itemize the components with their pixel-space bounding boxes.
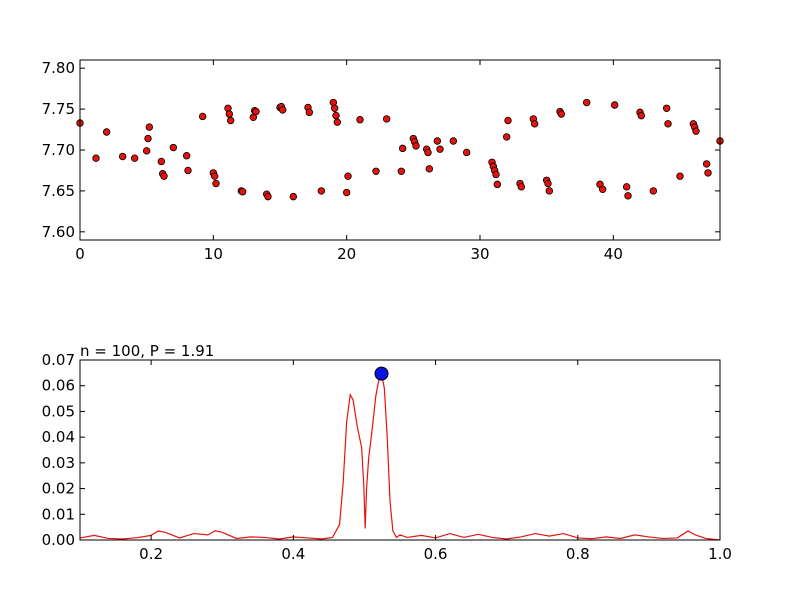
scatter-point [305,108,314,117]
scatter-point [664,120,672,128]
scatter-plot-frame [79,59,721,241]
scatter-point [398,144,407,153]
scatter-plot: 0 10 20 30 40 7.60 7.65 7.70 7.75 7.80 [42,59,724,263]
periodogram-y-tick-label: 0.07 [42,351,75,369]
scatter-point [397,167,406,175]
scatter-point [278,106,287,114]
scatter-point [145,123,154,131]
scatter-point [662,104,671,112]
scatter-point [504,116,512,125]
scatter-point [289,192,298,201]
scatter-point [557,110,566,118]
scatter-points [76,98,724,201]
scatter-point [530,120,539,128]
scatter-point [317,187,326,195]
scatter-y-tick-label: 7.80 [42,59,75,77]
scatter-point [502,133,511,141]
scatter-y-tick-label: 7.70 [42,141,75,159]
periodogram-plot: n = 100, P = 1.91 0.2 0.4 0.6 0.8 1.0 0.00 0.0… [42,342,732,563]
scatter-point [624,192,632,200]
scatter-point [344,172,352,180]
scatter-point [264,192,272,201]
periodogram-y-tick-label: 0.03 [42,454,75,472]
scatter-point [637,111,646,120]
scatter-y-tick-label: 7.60 [42,223,75,241]
scatter-point [238,188,247,196]
scatter-point [210,172,219,180]
periodogram-peak-marker [374,366,389,381]
scatter-point [330,104,339,112]
scatter-point [433,137,442,145]
scatter-y-tick-label: 7.75 [42,100,75,118]
scatter-point [649,187,658,195]
periodogram-x-tick-label: 0.8 [566,545,590,563]
scatter-point [252,107,260,116]
scatter-point [226,116,235,125]
scatter-point [598,185,607,193]
scatter-point [130,154,139,162]
scatter-point [492,170,500,179]
scatter-point [142,147,151,155]
periodogram-ticks: 0.2 0.4 0.6 0.8 1.0 0.00 0.01 0.02 0.03 0.04 0.05 0… [42,351,732,563]
scatter-point [225,110,234,118]
periodogram-line [79,371,721,541]
scatter-point [545,187,554,195]
periodogram-y-tick-label: 0.02 [42,480,75,498]
scatter-point [182,152,191,160]
scatter-point [425,165,434,173]
scatter-point [372,167,380,175]
periodogram-y-tick-label: 0.00 [42,531,75,549]
scatter-point [449,137,458,145]
scatter-point [582,98,591,107]
scatter-point [144,134,152,143]
scatter-point [184,166,192,175]
scatter-point [544,179,552,188]
scatter-point [356,116,364,124]
periodogram-plot-area [80,360,720,540]
scatter-point [92,154,100,162]
scatter-x-tick-label: 40 [604,245,623,263]
periodogram-x-tick-label: 0.4 [281,545,305,563]
scatter-point [436,145,444,153]
scatter-x-tick-label: 30 [470,245,489,263]
scatter-point [169,143,178,152]
periodogram-x-tick-label: 0.2 [139,545,163,563]
scatter-point [676,172,684,180]
periodogram-x-tick-label: 1.0 [708,545,732,563]
scatter-x-tick-label: 20 [337,245,356,263]
scatter-x-tick-label: 10 [204,245,223,263]
scatter-point [610,101,619,109]
scatter-point [704,169,712,177]
periodogram-series [79,366,721,541]
periodogram-y-tick-label: 0.06 [42,377,75,395]
scatter-ticks: 0 10 20 30 40 7.60 7.65 7.70 7.75 7.80 [42,59,720,263]
periodogram-x-tick-label: 0.6 [424,545,448,563]
scatter-y-tick-label: 7.65 [42,182,75,200]
scatter-point [692,127,700,135]
scatter-point [412,142,420,150]
periodogram-y-tick-label: 0.01 [42,505,75,523]
scatter-point [102,128,111,136]
scatter-point [118,152,127,161]
scatter-point [702,160,711,168]
periodogram-plot-frame [79,359,721,541]
scatter-point [493,180,502,189]
periodogram-y-tick-label: 0.05 [42,402,75,420]
scatter-point [333,118,342,126]
scatter-point [382,115,391,123]
scatter-point [157,157,166,166]
scatter-point [198,112,207,121]
scatter-x-tick-label: 0 [75,245,85,263]
periodogram-y-tick-label: 0.04 [42,428,75,446]
scatter-point [332,111,340,120]
scatter-point [622,183,631,191]
scatter-point [342,188,351,197]
scatter-point [160,172,168,180]
periodogram-title: n = 100, P = 1.91 [80,342,214,360]
scatter-point [424,148,432,157]
scatter-point [462,148,471,157]
scatter-point [517,183,526,191]
scatter-point [212,179,220,188]
